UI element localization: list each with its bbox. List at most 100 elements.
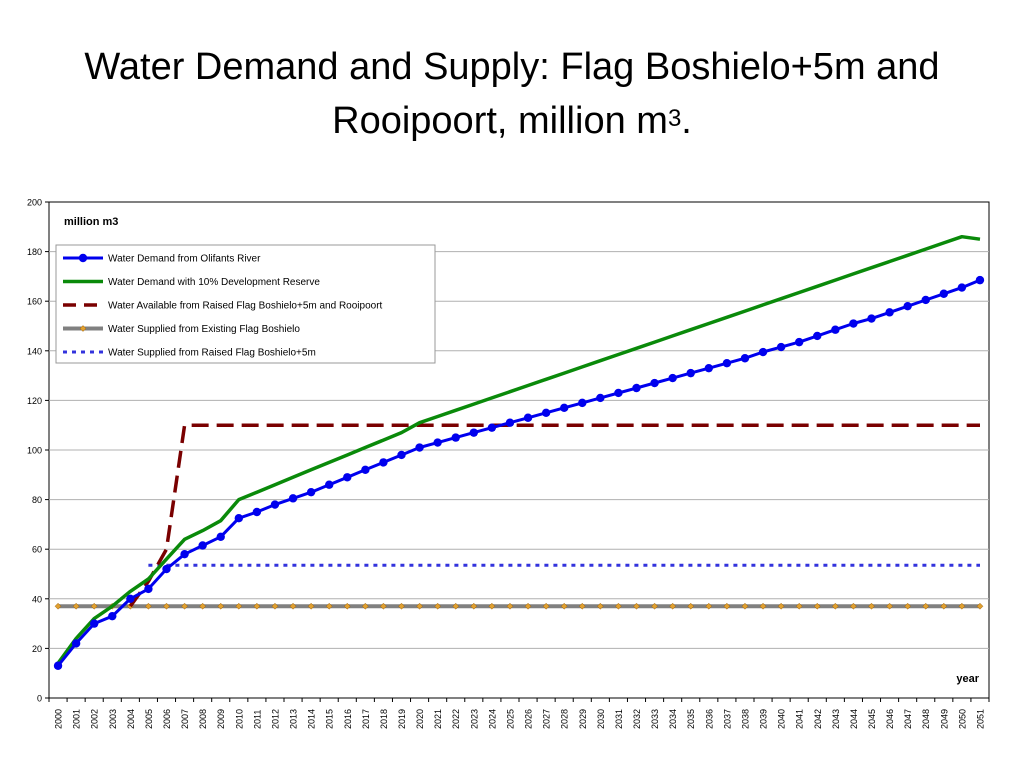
legend-label: Water Demand from Olifants River — [108, 254, 261, 265]
x-tick-label: 2045 — [867, 709, 877, 729]
legend-label: Water Demand with 10% Development Reserv… — [108, 277, 320, 288]
data-point — [144, 584, 153, 594]
y-tick-label: 140 — [27, 346, 42, 356]
x-tick-label: 2033 — [650, 709, 660, 729]
data-point — [958, 602, 966, 610]
data-point — [145, 602, 152, 610]
gridlines — [49, 251, 989, 649]
x-tick-label: 2022 — [451, 709, 461, 729]
data-point — [253, 602, 261, 610]
data-point — [89, 619, 99, 628]
data-point — [216, 532, 225, 541]
x-tick-label: 2016 — [343, 709, 353, 729]
x-tick-label: 2048 — [921, 709, 931, 729]
x-tick-label: 2010 — [234, 709, 244, 729]
y-tick-label: 0 — [37, 694, 42, 704]
legend-item: Water Demand from Olifants River — [63, 254, 261, 265]
data-point — [867, 314, 876, 323]
y-tick-label: 120 — [27, 396, 42, 406]
data-point — [776, 342, 786, 352]
slide-title-line-1: Water Demand and Supply: Flag Boshielo+5… — [84, 46, 940, 88]
x-tick-label: 2032 — [632, 709, 642, 729]
data-point — [596, 393, 605, 403]
y-tick-label: 20 — [32, 644, 42, 654]
data-point — [687, 602, 695, 610]
x-tick-label: 2049 — [939, 709, 949, 729]
data-point — [886, 602, 893, 610]
x-tick-label: 2006 — [162, 709, 172, 729]
series-line — [128, 423, 980, 608]
data-point — [705, 602, 713, 610]
x-tick-label: 2034 — [668, 709, 678, 729]
legend-label: Water Available from Raised Flag Boshiel… — [108, 301, 383, 312]
data-point — [54, 602, 62, 610]
x-tick-label: 2011 — [252, 710, 262, 729]
x-tick-label: 2020 — [415, 709, 425, 729]
data-point — [541, 408, 551, 417]
data-point — [398, 602, 405, 610]
series-2 — [56, 234, 981, 665]
data-point — [307, 602, 315, 610]
x-tick-label: 2001 — [72, 709, 82, 729]
data-point — [343, 473, 352, 482]
series-group — [53, 234, 985, 670]
data-point — [452, 602, 460, 610]
x-tick-label: 2029 — [578, 709, 588, 729]
x-tick-label: 2039 — [759, 709, 769, 729]
data-point — [831, 325, 840, 334]
data-point — [488, 602, 496, 610]
data-point — [288, 494, 298, 503]
x-tick-label: 2050 — [957, 709, 967, 729]
data-point — [578, 398, 587, 408]
data-point — [126, 594, 135, 603]
data-point — [361, 465, 370, 475]
data-point — [270, 500, 280, 509]
data-point — [940, 602, 948, 610]
y-tick-label: 180 — [27, 247, 42, 257]
data-point — [614, 388, 623, 398]
x-tick-label: 2038 — [740, 709, 750, 729]
x-tick-label: 2024 — [487, 709, 497, 729]
slide-title-line-2: Rooipoort, million m3. — [0, 94, 1024, 148]
data-point — [885, 308, 894, 317]
data-point — [289, 602, 297, 610]
x-axis-label: year — [956, 673, 979, 685]
data-point — [957, 283, 967, 292]
data-point — [722, 359, 732, 368]
data-point — [794, 337, 804, 347]
slide-title-line-2-end: . — [681, 100, 692, 142]
x-axis: 2000 2001 2002 2003 2004 2005 2006 2007 2008 2009… — [48, 698, 990, 729]
data-point — [559, 403, 569, 413]
x-tick-label: 2004 — [126, 709, 136, 729]
data-point — [53, 661, 63, 670]
data-point — [560, 602, 568, 610]
x-tick-label: 2009 — [216, 709, 226, 729]
data-point — [758, 347, 768, 357]
x-tick-label: 2017 — [361, 709, 371, 729]
x-tick-label: 2008 — [198, 709, 208, 729]
legend-box — [55, 244, 436, 364]
data-point — [668, 373, 677, 383]
data-point — [542, 602, 550, 610]
data-point — [324, 480, 334, 489]
data-point — [650, 378, 659, 388]
legend-item: Water Available from Raised Flag Boshiel… — [63, 301, 383, 312]
data-point — [235, 602, 243, 610]
x-tick-label: 2031 — [614, 709, 624, 729]
x-tick-label: 2021 — [433, 709, 443, 729]
data-point — [813, 602, 821, 610]
x-tick-label: 2019 — [397, 709, 407, 729]
data-point — [777, 602, 785, 610]
legend: Water Demand from Olifants River Water De… — [55, 244, 436, 364]
data-point — [505, 418, 515, 427]
x-tick-label: 2023 — [469, 709, 479, 729]
data-point — [198, 541, 207, 550]
data-point — [922, 602, 930, 610]
data-point — [397, 450, 406, 460]
data-point — [71, 639, 81, 648]
x-tick-label: 2027 — [542, 709, 552, 729]
data-point — [615, 602, 622, 610]
data-point — [181, 602, 188, 610]
slide-title-line-2-main: Rooipoort, million m — [332, 100, 668, 142]
